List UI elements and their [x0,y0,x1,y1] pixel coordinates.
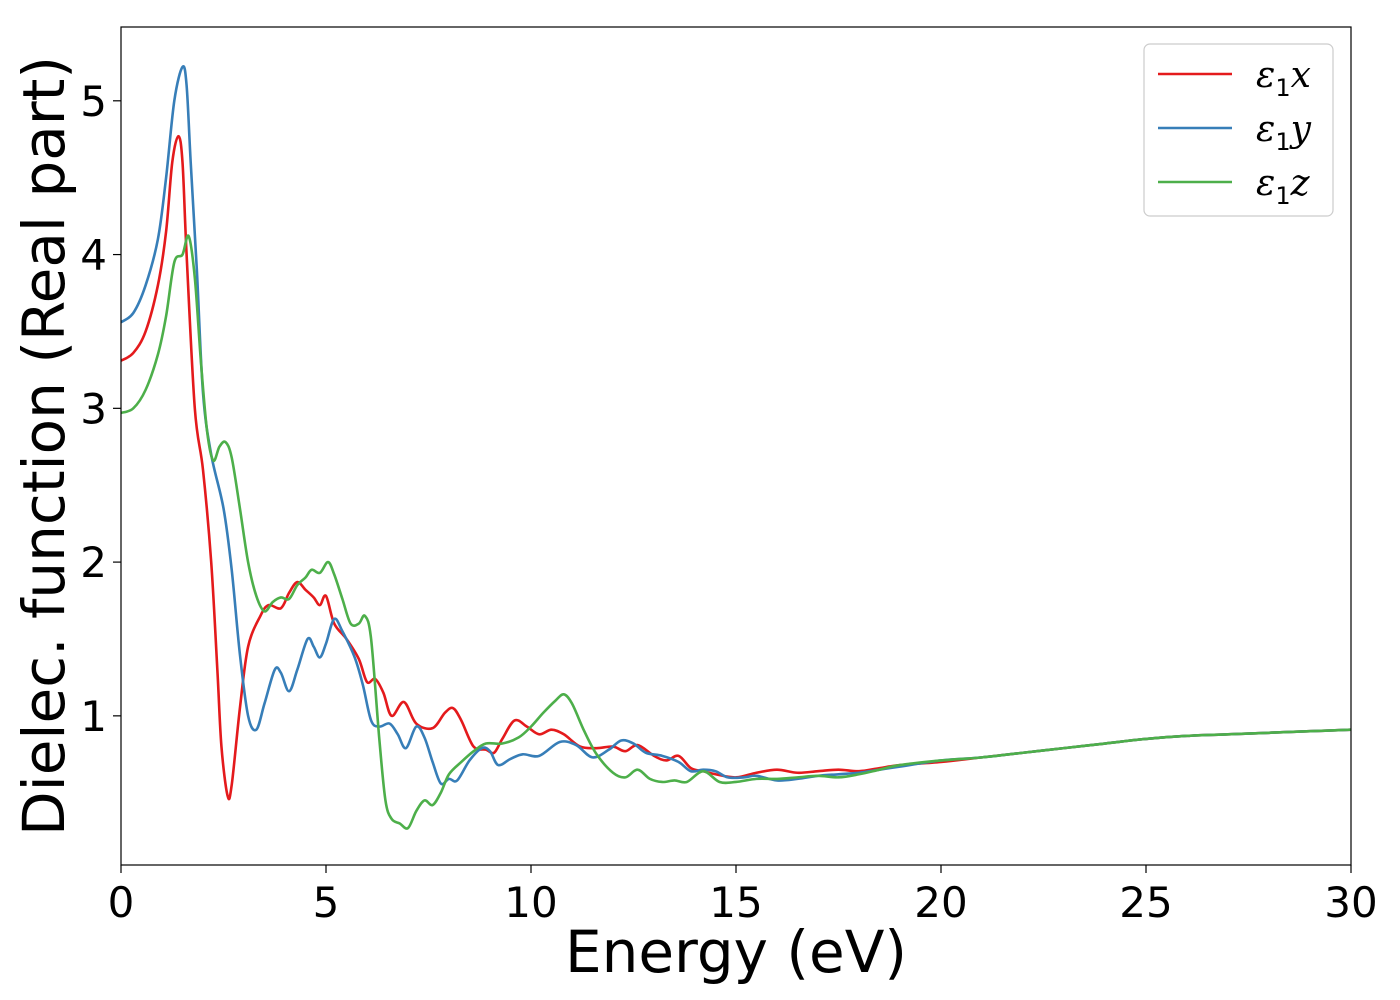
legend-label-y: ε1y [1256,109,1312,156]
y-axis-ticks: 1 2 3 4 5 [80,77,121,741]
y-tick-label: 5 [80,77,107,126]
legend-frame [1143,43,1334,217]
y-tick-label: 2 [80,538,107,587]
legend-label-subscript: 1 [1275,128,1290,156]
legend-label-epsilon: ε [1256,109,1275,150]
legend-label-subscript: 1 [1275,74,1290,102]
legend-label-variable: z [1290,163,1311,204]
series-line-x [121,134,1351,801]
legend-label-z: ε1z [1256,163,1311,210]
series-line-y [121,65,1351,786]
legend-label-x: ε1x [1256,55,1311,102]
series-layer [121,65,1351,830]
x-tick-label: 15 [709,878,762,927]
legend-label-epsilon: ε [1256,163,1275,204]
y-tick-label: 4 [80,231,107,280]
y-tick-label: 3 [80,384,107,433]
x-tick-label: 30 [1324,878,1377,927]
x-tick-label: 5 [313,878,340,927]
x-tick-label: 25 [1119,878,1172,927]
x-tick-label: 0 [108,878,135,927]
x-tick-label: 20 [914,878,967,927]
legend-label-epsilon: ε [1256,55,1275,96]
x-axis-title: Energy (eV) [565,918,907,986]
series-line-z [121,234,1351,830]
legend-label-subscript: 1 [1275,182,1290,210]
legend-label-variable: y [1289,109,1312,150]
x-tick-label: 10 [504,878,557,927]
x-axis-ticks: 0 5 10 15 20 25 30 [108,865,1378,927]
y-tick-label: 1 [80,692,107,741]
legend-label-variable: x [1291,55,1311,96]
y-axis-title: Dielec. function (Real part) [10,56,78,836]
